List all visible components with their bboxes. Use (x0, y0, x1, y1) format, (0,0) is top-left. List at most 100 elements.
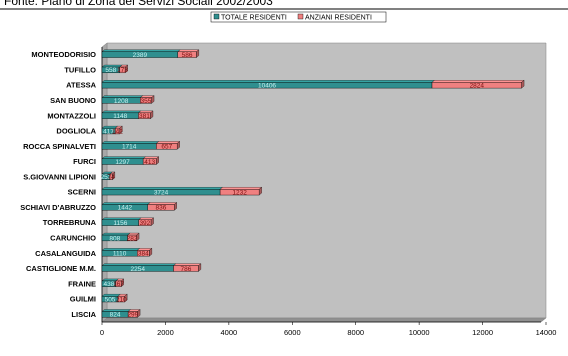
category-label: ROCCA SPINALVETI (23, 142, 96, 151)
x-tick-label: 4000 (221, 328, 238, 337)
bar-segment-totale: 2254 (101, 263, 177, 273)
data-label: 1156 (113, 220, 127, 227)
bar-segment-totale: 1442 (101, 202, 151, 212)
x-tick-label: 2000 (157, 328, 174, 337)
data-label: 1110 (113, 251, 127, 258)
data-label: 586 (182, 52, 193, 59)
bar-segment-anziani: 413 (142, 156, 160, 166)
bar-end-face (112, 171, 115, 181)
bar-end-face (174, 202, 177, 211)
bar-end-face (196, 49, 200, 58)
x-tick-label: 14000 (536, 328, 557, 337)
category-label: TORREBRUNA (43, 218, 97, 227)
bar-segment-anziani: 381 (137, 110, 154, 120)
data-label: 282 (127, 235, 138, 242)
data-label: 10406 (258, 82, 276, 89)
chart-title: Fonte: Piano di Zona dei Servizi Sociali… (4, 0, 273, 8)
bar-segment-anziani: 392 (138, 217, 155, 227)
bar-end-face (136, 232, 140, 242)
category-label: FURCI (73, 157, 96, 166)
category-label: CASTIGLIONE M.M. (26, 264, 96, 273)
data-label: 1714 (122, 144, 137, 151)
x-tick-label: 0 (100, 328, 104, 337)
bar-segment-anziani: 2824 (431, 79, 525, 89)
category-label: MONTAZZOLI (47, 111, 96, 120)
bar-segment-anziani: 299 (127, 309, 141, 319)
bar-segment-totale: 417 (101, 125, 119, 135)
bar-segment-totale: 2389 (101, 49, 181, 59)
data-label: 824 (110, 312, 121, 319)
bar-end-face (119, 125, 123, 135)
data-label: 657 (161, 144, 172, 151)
data-label: 299 (127, 312, 138, 319)
bar-end-face (125, 64, 128, 74)
bar-end-face (259, 186, 262, 196)
bar-segment-totale: 1110 (101, 248, 141, 258)
data-label: 808 (109, 235, 120, 242)
legend-swatch-anziani (297, 13, 304, 20)
bar-end-face (137, 309, 141, 318)
bar-segment-anziani: 586 (177, 49, 200, 59)
bar-end-face (198, 263, 202, 272)
bar-segment-anziani: 74 (108, 171, 116, 181)
bar-end-face (124, 293, 128, 303)
bar-segment-totale: 1156 (101, 217, 142, 227)
data-label: 384 (138, 251, 149, 258)
bar-segment-totale: 1714 (101, 141, 160, 151)
category-label: SCERNI (68, 188, 96, 197)
data-label: 355 (141, 98, 152, 105)
plot-floor (101, 317, 547, 323)
bar-end-face (150, 217, 154, 226)
bar-segment-anziani: 657 (155, 141, 181, 151)
bar-segment-totale: 1148 (101, 110, 142, 120)
data-label: 381 (139, 113, 150, 120)
data-label: 392 (139, 220, 150, 227)
data-label: 413 (144, 159, 155, 166)
bar-segment-totale: 824 (101, 309, 132, 319)
x-tick-label: 6000 (284, 328, 301, 337)
legend-label-anziani: ANZIANI RESIDENTI (305, 15, 372, 22)
category-label: S.GIOVANNI LIPIONI (23, 172, 96, 181)
data-label: 142 (112, 128, 123, 135)
bar-segment-anziani: 142 (112, 125, 123, 135)
bar-end-face (521, 79, 525, 89)
bar-segment-totale: 1297 (101, 156, 147, 166)
category-label: TUFILLO (64, 65, 96, 74)
data-label: 252 (101, 174, 112, 181)
data-label: 2254 (131, 266, 146, 273)
data-label: 173 (117, 67, 128, 74)
data-label: 210 (116, 296, 127, 303)
data-label: 417 (103, 128, 114, 135)
bar-segment-anziani: 173 (117, 64, 128, 74)
category-label: MONTEODORISIO (31, 50, 96, 59)
plot-area (101, 42, 547, 323)
data-label: 786 (181, 266, 192, 273)
bar-segment-anziani: 167 (113, 278, 124, 288)
bar-segment-totale: 10406 (101, 80, 435, 89)
data-label: 836 (156, 205, 167, 212)
category-label: DOGLIOLA (56, 127, 96, 136)
category-label: ATESSA (66, 81, 96, 90)
category-label: SCHIAVI D'ABRUZZO (20, 203, 96, 212)
data-label: 3724 (154, 189, 169, 196)
bar-segment-anziani: 384 (136, 248, 153, 258)
legend: TOTALE RESIDENTI ANZIANI RESIDENTI (210, 11, 387, 23)
category-label: SAN BUONO (50, 96, 96, 105)
bar-segment-anziani: 210 (116, 293, 128, 303)
data-label: 167 (113, 281, 124, 288)
bar-end-face (121, 278, 124, 288)
bar-segment-anziani: 355 (139, 95, 155, 105)
data-label: 1232 (232, 189, 247, 196)
bar-end-face (151, 95, 155, 104)
data-label: 1297 (115, 159, 130, 166)
data-label: 558 (105, 67, 116, 74)
bar-end-face (156, 156, 159, 165)
bar-segment-totale: 252 (101, 171, 113, 181)
data-label: 1208 (114, 98, 129, 105)
bar-end-face (150, 110, 154, 119)
x-tick-label: 10000 (409, 328, 430, 337)
category-label: LISCIA (71, 310, 96, 319)
bar-segment-anziani: 836 (147, 202, 178, 212)
